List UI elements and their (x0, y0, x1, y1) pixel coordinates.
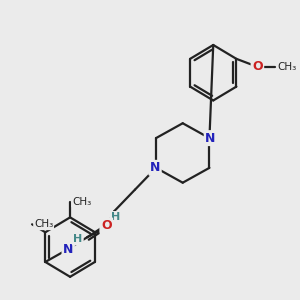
Text: H: H (111, 212, 121, 222)
Text: CH₃: CH₃ (72, 196, 91, 206)
Text: N: N (63, 243, 74, 256)
Text: H: H (73, 234, 83, 244)
Text: N: N (205, 132, 216, 145)
Text: CH₃: CH₃ (278, 62, 297, 72)
Text: N: N (150, 161, 160, 174)
Text: O: O (101, 219, 112, 232)
Text: N: N (101, 221, 112, 234)
Text: O: O (252, 60, 263, 73)
Text: CH₃: CH₃ (34, 219, 53, 229)
